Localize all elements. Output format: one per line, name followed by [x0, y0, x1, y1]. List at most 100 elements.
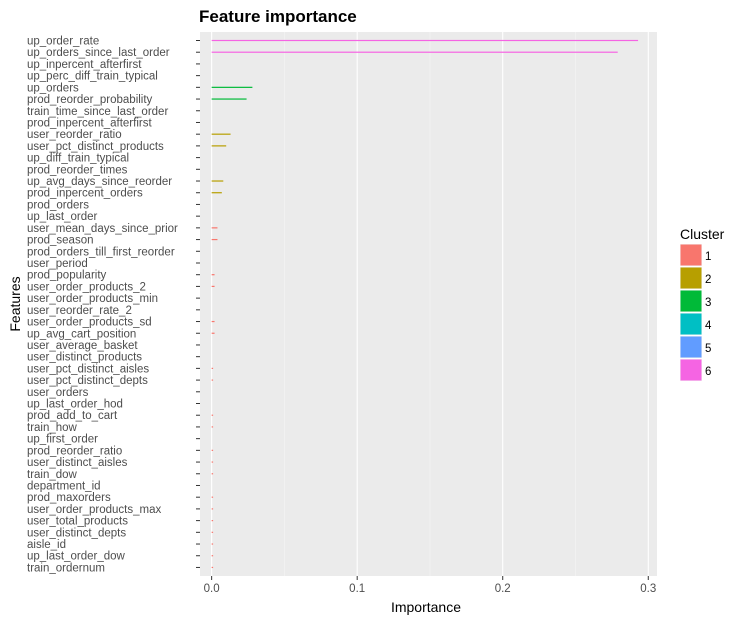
legend-title: Cluster	[680, 226, 725, 242]
bar-train_ordernum	[211, 566, 214, 569]
legend-swatch-6	[680, 359, 702, 381]
bar-prod_reorder_probability	[211, 98, 247, 100]
bar-user_order_products_max	[211, 508, 214, 510]
y-tick-label: up_avg_days_since_reorder	[27, 176, 172, 188]
y-axis-title: Features	[7, 276, 23, 331]
y-tick-label: up_inpercent_afterfirst	[27, 59, 142, 71]
y-tick-label: user_average_basket	[27, 340, 138, 352]
y-tick-label: user_pct_distinct_products	[27, 141, 164, 153]
bar-prod_popularity	[211, 274, 215, 276]
y-tick-label: user_reorder_ratio	[27, 129, 122, 141]
y-tick-label: prod_inpercent_orders	[27, 188, 143, 200]
legend-label-2: 2	[705, 274, 711, 286]
legend-swatch-4	[680, 313, 702, 335]
y-tick-label: up_last_order	[27, 211, 97, 223]
y-tick-label: user_mean_days_since_prior	[27, 223, 178, 235]
y-tick-label: user_orders	[27, 387, 89, 399]
bar-prod_inpercent_orders	[211, 192, 222, 194]
bar-user_distinct_depts	[211, 531, 214, 533]
bar-aisle_id	[211, 543, 214, 545]
bar-up_avg_days_since_reorder	[211, 180, 224, 182]
y-tick-label: prod_orders	[27, 199, 89, 211]
y-tick-label: prod_maxorders	[27, 492, 111, 504]
y-tick-label: user_order_products_max	[27, 504, 161, 516]
y-tick-label: prod_orders_till_first_reorder	[27, 246, 175, 258]
bar-user_order_products_sd	[211, 320, 215, 323]
bar-prod_add_to_cart	[211, 414, 214, 416]
y-tick-label: train_how	[27, 422, 78, 434]
y-tick-label: up_last_order_dow	[27, 551, 126, 563]
bar-prod_reorder_ratio	[211, 449, 214, 451]
y-tick-label: up_last_order_hod	[27, 399, 123, 411]
y-tick-label: prod_season	[27, 235, 94, 247]
chart-title: Feature importance	[199, 7, 357, 26]
legend-swatch-1	[680, 244, 702, 266]
bar-up_avg_cart_position	[211, 332, 215, 334]
bar-user_pct_distinct_products	[211, 145, 227, 147]
y-tick-label: user_distinct_depts	[27, 527, 126, 539]
x-tick-label: 0.2	[495, 583, 511, 595]
y-tick-label: department_id	[27, 480, 101, 492]
plot-panel	[200, 32, 657, 576]
x-tick-label: 0.3	[640, 583, 656, 595]
y-tick-label: user_order_products_sd	[27, 317, 152, 329]
legend-label-4: 4	[705, 320, 712, 332]
y-tick-label: up_orders	[27, 82, 79, 94]
bar-user_total_products	[211, 520, 214, 522]
x-axis: 0.0 0.1 0.2 0.3	[204, 576, 656, 595]
bar-up_orders_since_last_order	[211, 51, 618, 53]
bars	[211, 39, 639, 569]
x-tick-label: 0.0	[204, 583, 220, 595]
y-tick-label: up_first_order	[27, 434, 98, 446]
y-tick-label: train_dow	[27, 469, 78, 481]
bar-user_order_products_2	[211, 285, 215, 288]
bar-train_how	[211, 426, 214, 428]
y-tick-label: prod_add_to_cart	[27, 410, 118, 422]
y-tick-label: up_order_rate	[27, 36, 99, 48]
y-tick-label: aisle_id	[27, 539, 66, 551]
x-tick-label: 0.1	[349, 583, 365, 595]
bar-user_pct_distinct_depts	[211, 379, 214, 381]
y-tick-label: user_total_products	[27, 516, 128, 528]
legend-label-1: 1	[705, 251, 711, 263]
y-tick-label: user_order_products_min	[27, 293, 158, 305]
bar-up_orders	[211, 86, 253, 88]
y-tick-label: user_distinct_products	[27, 352, 142, 364]
legend-swatch-5	[680, 336, 702, 358]
legend-label-6: 6	[705, 366, 711, 378]
y-tick-label: train_time_since_last_order	[27, 106, 168, 118]
bar-user_distinct_aisles	[211, 461, 214, 463]
y-tick-label: train_ordernum	[27, 562, 105, 574]
y-tick-label: user_order_products_2	[27, 281, 146, 293]
x-axis-title: Importance	[391, 599, 461, 615]
y-tick-label: prod_reorder_probability	[27, 94, 153, 106]
bar-user_reorder_ratio	[211, 133, 231, 135]
legend: Cluster 1 2 3 4 5 6	[680, 226, 725, 381]
y-axis-labels: up_order_rateup_orders_since_last_orderu…	[27, 36, 200, 574]
legend-swatch-2	[680, 267, 702, 289]
bar-prod_maxorders	[211, 496, 214, 498]
y-tick-label: user_reorder_rate_2	[27, 305, 132, 317]
y-tick-label: prod_inpercent_afterfirst	[27, 117, 152, 129]
y-tick-label: up_diff_train_typical	[27, 153, 129, 165]
y-tick-label: prod_popularity	[27, 270, 107, 282]
y-tick-label: up_perc_diff_train_typical	[27, 71, 158, 83]
legend-swatch-3	[680, 290, 702, 312]
y-tick-label: prod_reorder_ratio	[27, 445, 122, 457]
y-tick-label: up_orders_since_last_order	[27, 47, 170, 59]
bar-up_order_rate	[211, 39, 639, 42]
legend-label-5: 5	[705, 343, 711, 355]
y-tick-label: up_avg_cart_position	[27, 328, 136, 340]
grid-lines	[211, 32, 649, 576]
y-tick-label: user_pct_distinct_aisles	[27, 363, 149, 375]
bar-prod_season	[211, 238, 218, 241]
legend-label-3: 3	[705, 297, 711, 309]
bar-train_dow	[211, 473, 214, 475]
bar-up_last_order_dow	[211, 555, 214, 557]
y-tick-label: user_pct_distinct_depts	[27, 375, 148, 387]
y-tick-label: prod_reorder_times	[27, 164, 128, 176]
y-tick-label: user_distinct_aisles	[27, 457, 128, 469]
bar-user_pct_distinct_aisles	[211, 367, 214, 369]
bar-user_mean_days_since_prior	[211, 227, 218, 229]
